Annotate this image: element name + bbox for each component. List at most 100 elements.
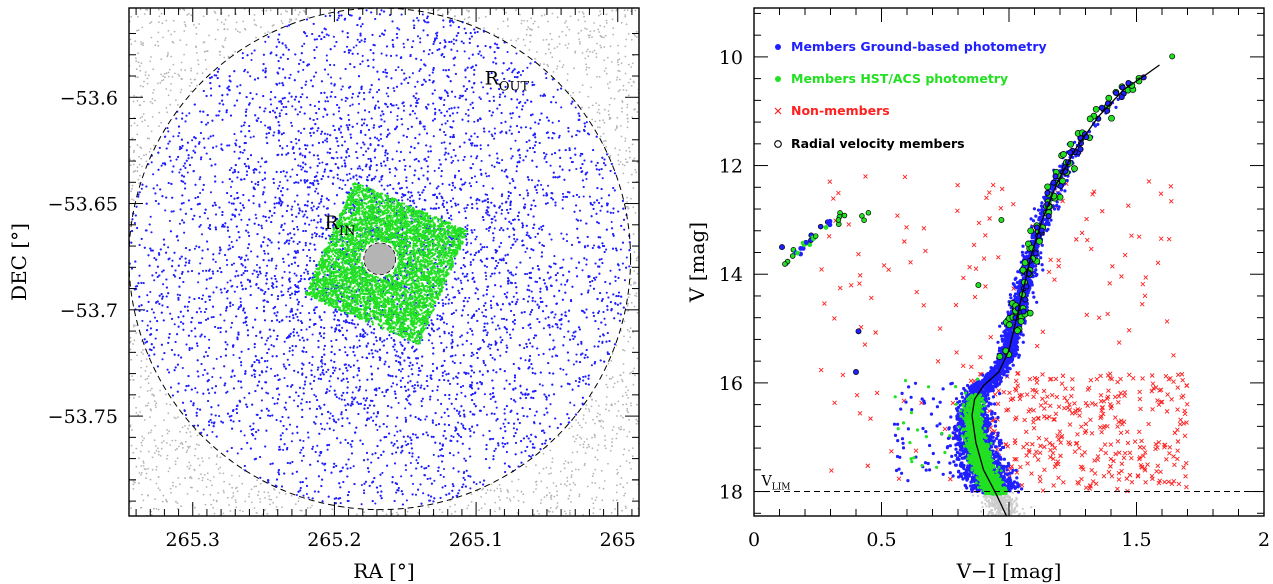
field-star-point: [597, 108, 600, 111]
field-star-point: [629, 336, 632, 339]
field-star-point: [530, 17, 533, 20]
field-star-point: [143, 100, 145, 103]
field-star-point: [236, 490, 239, 493]
field-star-point: [153, 400, 156, 403]
field-star-point: [632, 283, 635, 285]
field-star-point: [636, 403, 638, 406]
field-star-point: [154, 44, 157, 47]
field-star-point: [617, 44, 619, 47]
field-star-point: [602, 119, 604, 122]
field-star-point: [255, 485, 258, 488]
field-star-point: [194, 429, 197, 432]
field-star-point: [625, 89, 628, 92]
field-star-point: [600, 425, 603, 428]
field-star-point: [583, 464, 586, 467]
field-star-point: [595, 496, 598, 499]
field-star-point: [136, 166, 139, 169]
field-star-point: [134, 170, 137, 172]
field-star-point: [187, 13, 190, 15]
field-star-point: [634, 294, 636, 297]
field-star-point: [267, 491, 270, 494]
field-star-point: [149, 408, 152, 410]
field-star-point: [151, 98, 154, 100]
field-star-point: [627, 207, 630, 210]
field-star-point: [624, 391, 627, 394]
field-star-point: [628, 461, 631, 464]
field-star-point: [147, 375, 150, 378]
field-star-point: [164, 76, 166, 79]
field-star-point: [174, 439, 177, 442]
field-star-point: [599, 44, 602, 47]
field-star-point: [632, 331, 635, 333]
field-star-point: [578, 493, 581, 496]
field-star-point: [290, 494, 293, 497]
field-star-point: [622, 172, 625, 175]
field-star-point: [207, 478, 209, 481]
field-star-point: [517, 499, 520, 502]
field-star-point: [183, 21, 186, 24]
ground-member-point: [526, 66, 529, 69]
field-star-point: [579, 436, 581, 439]
field-star-point: [540, 499, 543, 501]
field-star-point: [162, 79, 165, 81]
field-star-point: [612, 386, 615, 388]
field-star-point: [140, 465, 143, 467]
field-star-point: [587, 95, 590, 98]
field-star-point: [498, 483, 501, 486]
field-star-point: [162, 36, 164, 39]
field-star-point: [494, 510, 496, 513]
field-star-point: [625, 394, 628, 396]
field-star-point: [160, 447, 163, 450]
field-star-point: [244, 500, 247, 503]
field-star-point: [525, 33, 528, 36]
field-star-point: [224, 18, 227, 21]
field-star-point: [478, 509, 480, 512]
field-star-point: [534, 57, 536, 60]
field-star-point: [228, 483, 231, 486]
field-star-point: [581, 11, 584, 14]
field-star-point: [566, 480, 569, 483]
field-star-point: [142, 460, 145, 463]
field-star-point: [635, 257, 638, 260]
field-star-point: [141, 115, 144, 118]
field-star-point: [140, 41, 142, 43]
field-star-point: [229, 510, 232, 512]
field-star-point: [174, 449, 177, 451]
field-star-point: [599, 126, 601, 129]
field-star-point: [605, 396, 608, 398]
field-star-point: [231, 474, 233, 477]
field-star-point: [129, 336, 132, 339]
field-star-point: [626, 435, 629, 438]
field-star-point: [216, 454, 219, 457]
field-star-point: [601, 36, 603, 39]
field-star-point: [499, 487, 502, 490]
field-star-point: [630, 402, 632, 404]
field-star-point: [566, 476, 569, 479]
field-star-point: [495, 8, 498, 11]
field-star-point: [234, 499, 237, 501]
field-star-point: [466, 507, 468, 510]
field-star-point: [187, 447, 190, 449]
field-star-point: [253, 19, 256, 22]
field-star-point: [216, 18, 219, 21]
field-star-point: [391, 513, 394, 515]
field-star-point: [160, 58, 163, 61]
field-star-point: [267, 31, 269, 33]
field-star-point: [579, 424, 581, 427]
field-star-point: [150, 387, 153, 390]
field-star-point: [143, 468, 146, 470]
field-star-point: [167, 29, 170, 32]
field-star-point: [564, 21, 566, 24]
field-star-point: [636, 311, 639, 314]
field-star-point: [222, 472, 225, 475]
field-star-point: [223, 480, 226, 483]
field-star-point: [522, 38, 525, 41]
field-star-point: [626, 328, 629, 331]
field-star-point: [558, 35, 561, 38]
field-star-point: [130, 444, 133, 447]
field-star-point: [159, 389, 162, 392]
field-star-point: [196, 84, 198, 87]
field-star-point: [143, 154, 145, 157]
field-star-point: [178, 75, 181, 77]
field-star-point: [600, 469, 603, 472]
